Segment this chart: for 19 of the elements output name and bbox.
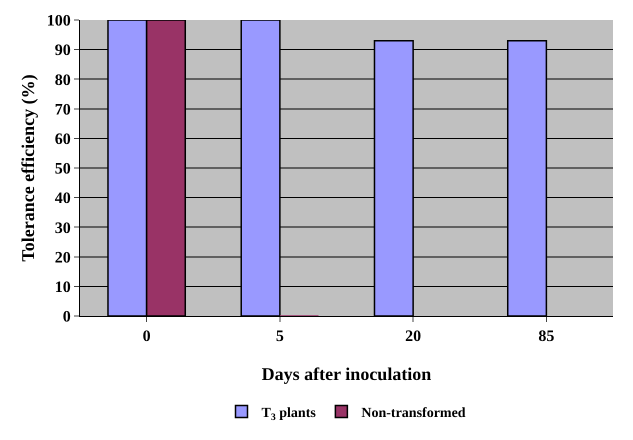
y-tick-label: 100	[46, 12, 71, 30]
y-tick-label: 40	[54, 190, 71, 208]
y-tick-label: 20	[54, 249, 71, 266]
y-tick-label: 50	[54, 160, 71, 178]
x-tick-label: 0	[142, 328, 151, 346]
y-tick-label: 30	[54, 220, 71, 237]
x-tick-label: 20	[405, 328, 422, 346]
y-tick-label: 70	[54, 101, 71, 118]
y-tick-label: 90	[54, 42, 71, 60]
x-tick-label: 85	[538, 328, 554, 346]
y-tick-label: 80	[54, 72, 71, 89]
legend-label: Non-transformed	[361, 406, 466, 421]
y-axis-title: Tolerance efficiency (%)	[18, 74, 38, 262]
y-tick-label: 0	[62, 308, 71, 326]
y-tick-label: 10	[54, 279, 71, 296]
x-tick-label: 5	[276, 328, 284, 346]
legend-label: T$_{3}$ plants	[262, 406, 316, 423]
y-tick-label: 60	[54, 131, 71, 148]
x-axis-title: Days after inoculation	[262, 364, 432, 384]
